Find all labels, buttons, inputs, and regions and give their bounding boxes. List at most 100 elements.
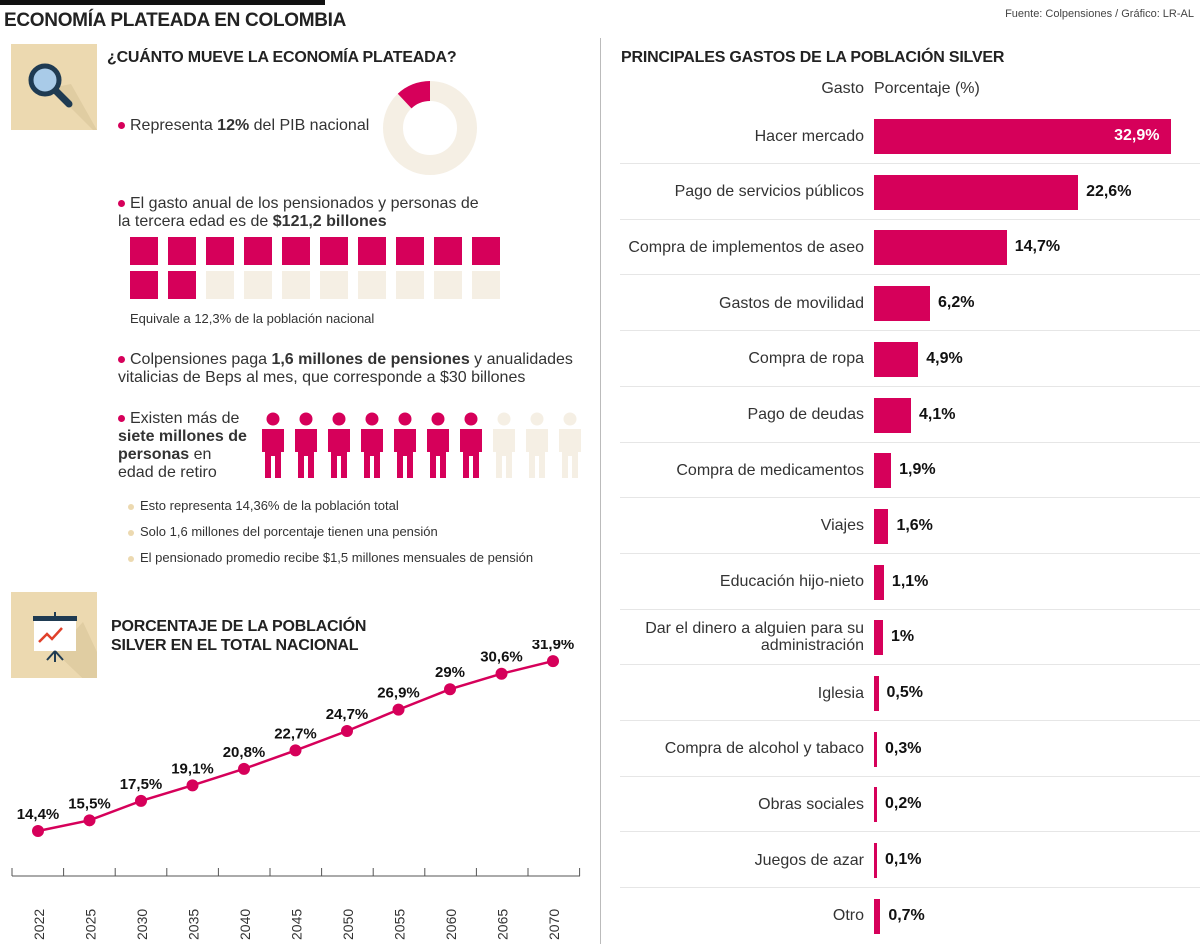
x-tick-label: 2060 bbox=[443, 909, 459, 940]
data-point bbox=[186, 779, 199, 792]
data-label: 29% bbox=[435, 664, 465, 681]
spending-square bbox=[358, 237, 386, 265]
bar bbox=[874, 119, 1172, 154]
person-icon bbox=[392, 412, 418, 478]
bar bbox=[874, 174, 1079, 210]
bar-category-label: Gastos de movilidad bbox=[719, 294, 864, 312]
bar-category-label: Compra de alcohol y tabaco bbox=[664, 740, 864, 758]
bar bbox=[874, 620, 884, 656]
bar bbox=[874, 731, 877, 767]
bar-category-label: Iglesia bbox=[817, 684, 864, 702]
source-note: Fuente: Colpensiones / Gráfico: LR-AL bbox=[1005, 8, 1194, 20]
bar-category-label: Pago de servicios públicos bbox=[674, 183, 864, 201]
data-label: 17,5% bbox=[120, 776, 163, 793]
data-label: 24,7% bbox=[326, 706, 369, 723]
bar-row: Dar el dinero a alguien para su administ… bbox=[620, 609, 1200, 666]
data-label: 20,8% bbox=[223, 744, 266, 761]
bar bbox=[874, 341, 919, 377]
person-icon bbox=[359, 412, 385, 478]
bar-row: Gastos de movilidad 6,2% bbox=[620, 275, 1200, 332]
bar-value-label: 0,1% bbox=[885, 851, 922, 869]
person-icon bbox=[293, 412, 319, 478]
data-point bbox=[238, 762, 250, 775]
spending-square bbox=[472, 271, 500, 299]
spending-square bbox=[130, 271, 158, 299]
bar-value-label: 4,1% bbox=[919, 405, 956, 423]
bar-row: Pago de servicios públicos 22,6% bbox=[620, 164, 1200, 220]
person-icon bbox=[425, 412, 451, 478]
data-point bbox=[289, 744, 302, 757]
line-chart-title: PORCENTAJE DE LA POBLACIÓN SILVER EN EL … bbox=[111, 618, 367, 654]
bar-value-label: 0,2% bbox=[885, 795, 922, 813]
spending-square bbox=[168, 237, 196, 265]
spending-square bbox=[472, 237, 500, 265]
spending-square bbox=[396, 237, 424, 265]
bar-value-label: 0,3% bbox=[885, 739, 922, 757]
person-icon bbox=[557, 412, 583, 478]
bar-row: Compra de medicamentos 1,9% bbox=[620, 442, 1200, 499]
bar-row: Hacer mercado 32,9% bbox=[620, 108, 1200, 164]
bar-category-label: Obras sociales bbox=[758, 795, 864, 813]
x-axis-header: Porcentaje (%) bbox=[874, 80, 980, 97]
x-tick-label: 2050 bbox=[340, 909, 356, 940]
spending-square bbox=[282, 271, 310, 299]
data-point bbox=[83, 814, 96, 827]
bar bbox=[874, 397, 912, 433]
bar bbox=[874, 898, 881, 934]
bar-category-label: Compra de implementos de aseo bbox=[628, 238, 864, 256]
line-chart: 14,4% 2022 15,5% 2025 17,5% 2030 19,1% 2035 20,8… bbox=[11, 640, 581, 940]
bar-row: Pago de deudas 4,1% bbox=[620, 387, 1200, 443]
spending-square bbox=[320, 271, 348, 299]
gasto-text: El gasto anual de los pensionados y pers… bbox=[118, 195, 479, 230]
bar-value-label: 1,1% bbox=[891, 572, 929, 590]
bar-category-label: Otro bbox=[832, 907, 864, 925]
bar-row: Compra de alcohol y tabaco 0,3% bbox=[620, 721, 1200, 777]
data-label: 14,4% bbox=[17, 806, 60, 823]
bar-value-label: 22,6% bbox=[1086, 182, 1132, 200]
bar-value-label: 1,9% bbox=[899, 461, 936, 479]
bar bbox=[874, 843, 877, 879]
bar-value-label: 0,5% bbox=[886, 684, 923, 701]
donut-fill-segment bbox=[383, 81, 477, 175]
spending-square bbox=[244, 237, 272, 265]
spending-square bbox=[244, 271, 272, 299]
bar-category-label: Hacer mercado bbox=[754, 127, 864, 145]
spending-square bbox=[358, 271, 386, 299]
data-label: 30,6% bbox=[480, 649, 523, 666]
bar-row: Educación hijo-nieto 1,1% bbox=[620, 554, 1200, 610]
person-icon bbox=[458, 412, 484, 478]
note-2: Solo 1,6 millones del porcentaje tienen … bbox=[128, 524, 438, 539]
bar-category-label: Educación hijo-nieto bbox=[719, 573, 864, 591]
column-divider bbox=[600, 38, 601, 944]
bar-category-label: Juegos de azar bbox=[754, 851, 864, 869]
bar-value-label: 4,9% bbox=[926, 349, 963, 367]
bar-value-label: 32,9% bbox=[1114, 127, 1160, 144]
x-tick-label: 2070 bbox=[546, 909, 562, 940]
x-tick-label: 2035 bbox=[186, 909, 202, 940]
bar-row: Viajes 1,6% bbox=[620, 498, 1200, 554]
data-point bbox=[444, 683, 456, 696]
gasto-note: Equivale a 12,3% de la población naciona… bbox=[130, 311, 375, 326]
spending-square bbox=[168, 271, 196, 299]
data-label: 19,1% bbox=[171, 760, 214, 777]
bar-value-label: 6,2% bbox=[937, 294, 975, 312]
bar-row: Obras sociales 0,2% bbox=[620, 776, 1200, 833]
page-title: ECONOMÍA PLATEADA EN COLOMBIA bbox=[4, 10, 347, 31]
x-tick-label: 2045 bbox=[289, 909, 305, 940]
person-icon bbox=[524, 412, 550, 478]
top-rule bbox=[0, 0, 325, 5]
bar-row: Iglesia 0,5% bbox=[620, 665, 1200, 721]
data-point bbox=[135, 794, 147, 807]
x-tick-label: 2030 bbox=[134, 909, 150, 940]
y-axis-header: Gasto bbox=[821, 80, 864, 97]
bar bbox=[874, 453, 892, 489]
x-tick-label: 2025 bbox=[83, 909, 99, 940]
data-label: 22,7% bbox=[274, 725, 317, 742]
person-icon bbox=[326, 412, 352, 478]
person-icon bbox=[491, 412, 517, 478]
data-point bbox=[341, 724, 353, 737]
bar-chart-title: PRINCIPALES GASTOS DE LA POBLACIÓN SILVE… bbox=[621, 49, 1005, 66]
pib-donut bbox=[383, 81, 477, 175]
bar-category-label: Pago de deudas bbox=[747, 406, 864, 423]
spending-square bbox=[396, 271, 424, 299]
